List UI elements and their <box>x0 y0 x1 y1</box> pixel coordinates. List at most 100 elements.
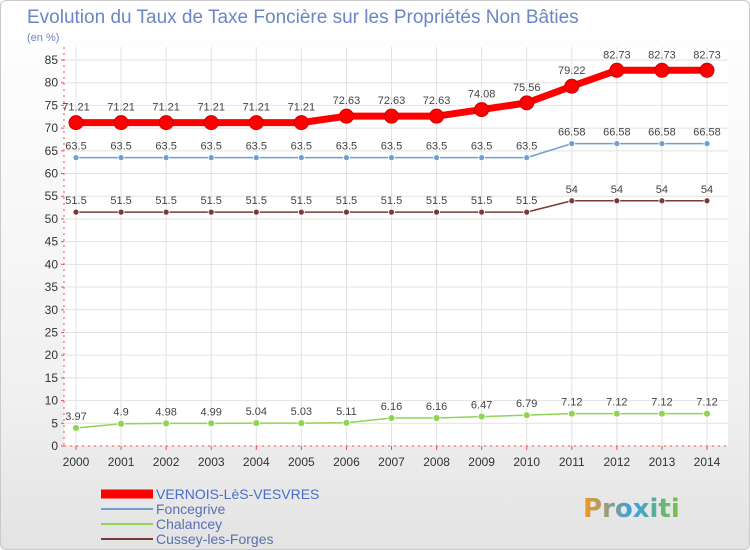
data-label: 72.63 <box>423 95 451 107</box>
series-point <box>478 154 486 162</box>
y-tick-label: 80 <box>45 76 59 90</box>
series-point <box>252 208 260 216</box>
data-label: 63.5 <box>291 141 312 153</box>
series-point <box>338 108 354 124</box>
series-point <box>72 208 80 216</box>
data-label: 63.5 <box>110 141 131 153</box>
data-label: 54 <box>566 184 578 196</box>
y-tick-label: 5 <box>51 416 58 430</box>
series-point <box>387 414 396 422</box>
series-point <box>658 140 666 148</box>
series-point <box>158 115 174 131</box>
data-label: 72.63 <box>378 95 406 107</box>
series-point <box>252 419 261 428</box>
data-label: 51.5 <box>471 195 492 207</box>
x-tick-label: 2010 <box>513 455 540 469</box>
data-label: 6.79 <box>516 398 537 410</box>
series-point <box>162 154 170 162</box>
y-tick-label: 0 <box>51 439 58 453</box>
series-point <box>568 197 576 205</box>
data-label: 7.12 <box>606 397 627 409</box>
data-label: 54 <box>656 184 668 196</box>
series-point <box>478 208 486 216</box>
x-tick-label: 2009 <box>468 455 495 469</box>
data-label: 54 <box>701 184 713 196</box>
data-label: 63.5 <box>155 141 176 153</box>
y-tick-label: 65 <box>45 144 59 158</box>
x-tick-label: 2003 <box>198 455 225 469</box>
y-tick-label: 70 <box>45 121 59 135</box>
series-point <box>117 419 125 428</box>
series-point <box>388 154 395 162</box>
series-point <box>72 424 80 432</box>
data-label: 7.12 <box>651 397 672 409</box>
data-label: 71.21 <box>243 102 271 114</box>
data-label: 51.5 <box>201 195 222 207</box>
data-label: 63.5 <box>65 141 86 153</box>
data-label: 51.5 <box>381 195 402 207</box>
data-label: 4.98 <box>155 406 176 418</box>
x-tick-label: 2008 <box>423 455 450 469</box>
data-label: 3.97 <box>65 411 86 423</box>
proxiti-logo: Proxiti <box>583 494 680 524</box>
series-point <box>658 409 666 418</box>
y-tick-label: 30 <box>45 303 59 317</box>
x-tick-label: 2004 <box>243 455 270 469</box>
data-label: 66.58 <box>603 127 631 139</box>
x-tick-label: 2012 <box>604 455 631 469</box>
data-label: 51.5 <box>291 195 312 207</box>
series-point <box>343 154 350 162</box>
y-tick-label: 45 <box>45 235 59 249</box>
x-tick-label: 2001 <box>108 455 135 469</box>
series-point <box>342 418 351 427</box>
series-point <box>654 62 670 78</box>
series-point <box>117 154 125 162</box>
data-label: 74.08 <box>468 89 496 101</box>
series-layer <box>68 62 715 432</box>
data-label: 71.21 <box>62 102 90 114</box>
data-labels: 63.5 63.5 63.5 63.5 63.5 63.5 63.5 63.5 63.5 63.5… <box>62 49 721 423</box>
y-tick-label: 35 <box>45 280 59 294</box>
series-point <box>252 154 260 162</box>
y-tick-label: 10 <box>45 394 59 408</box>
data-label: 82.73 <box>603 49 631 61</box>
data-label: 72.63 <box>333 95 361 107</box>
data-label: 63.5 <box>246 141 267 153</box>
data-label: 6.47 <box>471 400 492 412</box>
data-label: 82.73 <box>693 49 721 61</box>
series-point <box>523 208 531 216</box>
series-point <box>564 78 580 94</box>
data-label: 82.73 <box>648 49 676 61</box>
series-point <box>207 208 215 216</box>
x-tick-label: 2013 <box>649 455 676 469</box>
series-point <box>162 419 171 428</box>
series-point <box>568 140 576 148</box>
x-tick-label: 2005 <box>288 455 315 469</box>
data-label: 51.5 <box>246 195 267 207</box>
x-tick-label: 2007 <box>378 455 405 469</box>
series-point <box>703 197 711 205</box>
data-label: 5.11 <box>336 406 357 418</box>
data-label: 6.16 <box>381 401 402 413</box>
data-label: 7.12 <box>696 397 717 409</box>
series-point <box>248 115 264 131</box>
series-point <box>207 154 215 162</box>
data-label: 71.21 <box>288 102 316 114</box>
y-tick-label: 15 <box>45 371 59 385</box>
series-point <box>113 115 129 131</box>
data-label: 51.5 <box>110 195 131 207</box>
series-point <box>612 409 621 418</box>
series-point <box>293 115 309 131</box>
series-point <box>613 140 621 148</box>
series-point <box>72 154 80 162</box>
data-label: 63.5 <box>336 141 357 153</box>
data-label: 51.5 <box>426 195 447 207</box>
y-tick-label: 20 <box>45 348 59 362</box>
series-point <box>297 154 305 162</box>
data-label: 5.04 <box>246 406 267 418</box>
chart-title: Evolution du Taux de Taxe Foncière sur l… <box>27 7 579 28</box>
y-tick-label: 85 <box>45 53 59 67</box>
data-label: 71.21 <box>152 102 180 114</box>
